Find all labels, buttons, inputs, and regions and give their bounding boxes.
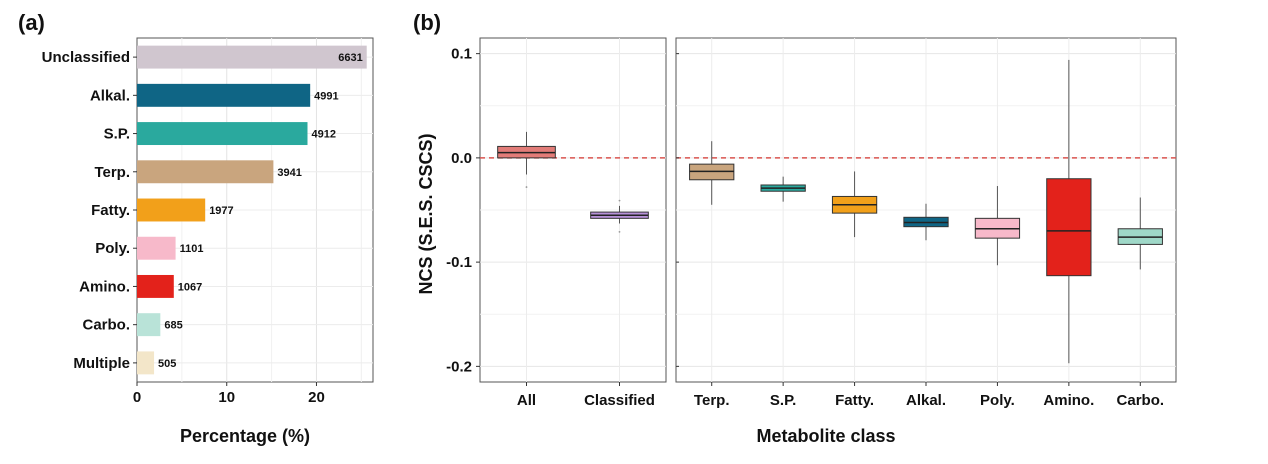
bar-category-label: Carbo. [82, 317, 130, 334]
bar-count-label: 505 [158, 358, 176, 370]
box-x-label-fatty: Fatty. [835, 392, 874, 409]
box-x-label-poly: Poly. [980, 392, 1015, 409]
box-x-axis-title: Metabolite class [756, 426, 895, 446]
bar-count-label: 4991 [314, 90, 338, 102]
bar-x-tick-label: 20 [308, 389, 325, 406]
panel-label-a: (a) [18, 10, 45, 35]
bar-category-label: Multiple [73, 355, 130, 372]
outlier-all [525, 186, 528, 188]
bar-category-label: Terp. [94, 164, 130, 181]
boxes [497, 59, 1163, 364]
bar-sp [137, 122, 308, 146]
box-y-tick-label: -0.2 [446, 358, 472, 375]
box-amino [1046, 178, 1092, 277]
bar-count-label: 4912 [311, 129, 335, 141]
bar-count-label: 1067 [178, 281, 202, 293]
box-y-axis-title: NCS (S.E.S. CSCS) [416, 133, 436, 294]
bar-category-label: S.P. [104, 126, 130, 143]
bar-x-ticks: 0 10 20 [133, 382, 325, 406]
outlier-classified [618, 230, 621, 233]
bar-category-label: Unclassified [42, 49, 130, 66]
bar-multiple [137, 351, 155, 375]
box-y-tick-label: 0.1 [451, 46, 472, 63]
box-x-label-sp: S.P. [770, 392, 796, 409]
bar-unclassified [137, 45, 367, 69]
bar-terp [137, 160, 274, 184]
bar-poly [137, 236, 176, 260]
bar-carbo [137, 313, 161, 337]
bar-alkal [137, 83, 311, 107]
bar-count-label: 6631 [338, 52, 362, 64]
box-x-label-alkal: Alkal. [906, 392, 946, 409]
bar-count-label: 1977 [209, 205, 233, 217]
bar-fatty [137, 198, 206, 222]
box-y-tick-label: -0.1 [446, 254, 472, 271]
bars: 6631 4991 4912 3941 1977 1101 1067 685 505 [137, 45, 367, 375]
box-y-ticks: -0.2 -0.1 0.0 0.1 [446, 46, 679, 375]
box-x-label-classified: Classified [584, 392, 655, 409]
panel-label-b: (b) [413, 10, 441, 35]
box-x-label-all: All [517, 392, 536, 409]
box-x-label-amino: Amino. [1043, 392, 1094, 409]
box-x-label-carbo: Carbo. [1117, 392, 1165, 409]
bar-x-tick-label: 10 [218, 389, 235, 406]
bar-category-label: Amino. [79, 278, 130, 295]
box-x-label-terp: Terp. [694, 392, 730, 409]
box-y-tick-label: 0.0 [451, 150, 472, 167]
bar-x-axis-title: Percentage (%) [180, 426, 310, 446]
bar-category-labels: Unclassified Alkal. S.P. Terp. Fatty. Poly. Am… [42, 49, 137, 372]
box-x-labels: All Classified Terp. S.P. Fatty. Alkal. Poly. A… [517, 382, 1164, 409]
bar-x-tick-label: 0 [133, 389, 141, 406]
bar-count-label: 3941 [277, 167, 301, 179]
outlier-classified [618, 199, 621, 202]
box-plot-panel: -0.2 -0.1 0.0 0.1 All Classified Terp. S.P. Fat… [416, 37, 1177, 446]
bar-amino [137, 274, 174, 298]
bar-category-label: Fatty. [91, 202, 130, 219]
bar-chart-panel: 6631 4991 4912 3941 1977 1101 1067 685 505 Uncla… [42, 37, 374, 446]
bar-category-label: Alkal. [90, 87, 130, 104]
bar-count-label: 1101 [180, 243, 204, 255]
bar-category-label: Poly. [95, 240, 130, 257]
bar-count-label: 685 [164, 320, 182, 332]
